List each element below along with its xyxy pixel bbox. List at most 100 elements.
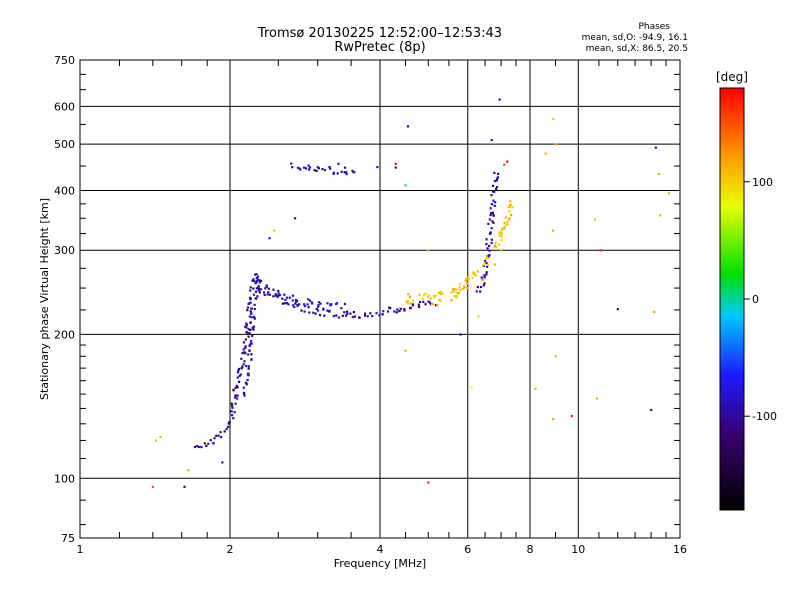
data-point xyxy=(487,255,490,258)
data-point xyxy=(326,302,329,305)
data-point xyxy=(504,216,508,219)
data-point xyxy=(492,214,495,217)
data-point xyxy=(369,312,372,315)
data-point xyxy=(485,257,488,260)
data-point xyxy=(500,231,503,234)
data-point xyxy=(393,310,396,313)
data-point xyxy=(475,290,478,293)
data-point xyxy=(219,431,222,434)
data-point xyxy=(491,211,494,214)
data-point xyxy=(482,263,485,267)
data-point xyxy=(488,232,492,235)
data-point xyxy=(554,355,557,358)
data-point xyxy=(254,273,257,276)
data-point xyxy=(296,166,300,169)
data-point xyxy=(483,259,487,263)
data-point xyxy=(253,317,256,320)
data-point xyxy=(490,238,493,241)
data-point xyxy=(552,229,555,232)
data-point xyxy=(450,291,453,294)
data-point xyxy=(250,307,254,310)
data-point xyxy=(480,276,483,279)
data-point xyxy=(493,204,496,207)
data-point xyxy=(252,293,256,296)
data-point xyxy=(332,314,335,318)
data-point xyxy=(217,434,220,437)
data-point xyxy=(498,231,502,234)
data-point xyxy=(212,442,215,445)
data-point xyxy=(285,296,289,299)
data-point xyxy=(315,169,318,172)
data-point xyxy=(491,184,495,187)
phase-stats-title: Phases xyxy=(638,22,670,32)
data-point xyxy=(249,289,252,292)
data-point xyxy=(500,228,504,231)
data-point xyxy=(330,303,333,306)
data-point xyxy=(255,281,258,284)
data-point xyxy=(496,172,500,175)
data-point xyxy=(243,351,246,354)
data-point xyxy=(232,417,235,420)
data-point xyxy=(326,309,329,312)
data-point xyxy=(498,232,501,235)
data-point xyxy=(489,213,492,217)
data-point xyxy=(259,279,263,283)
data-point xyxy=(248,331,251,335)
plot-frame xyxy=(79,59,681,539)
data-point xyxy=(274,294,277,297)
colorbar xyxy=(719,87,745,511)
data-point xyxy=(346,310,349,313)
data-points xyxy=(151,98,671,488)
data-point xyxy=(303,304,307,308)
data-point xyxy=(501,227,504,230)
data-point xyxy=(247,353,250,356)
data-point xyxy=(485,262,488,265)
data-point xyxy=(252,325,256,328)
data-point xyxy=(258,279,261,282)
data-point xyxy=(508,217,511,220)
data-point xyxy=(340,170,343,173)
data-point xyxy=(453,294,456,298)
data-point xyxy=(472,271,475,274)
axes: 1 2 4 6 8 10 16 75 100 200 300 400 500 600 750 xyxy=(54,54,687,556)
data-point xyxy=(251,334,254,338)
data-point xyxy=(251,326,254,329)
data-point xyxy=(351,315,354,319)
data-point xyxy=(472,273,475,276)
data-point xyxy=(318,313,322,317)
x-axis-label: Frequency [MHz] xyxy=(334,557,426,570)
data-point xyxy=(482,284,485,287)
data-point xyxy=(495,179,498,182)
data-point xyxy=(418,300,422,304)
data-point xyxy=(474,274,477,277)
data-point xyxy=(495,185,499,189)
data-point xyxy=(247,372,250,375)
data-point xyxy=(500,232,503,236)
data-point xyxy=(490,227,493,230)
data-point xyxy=(307,306,310,309)
data-point xyxy=(283,302,286,305)
data-point xyxy=(494,244,497,247)
data-point xyxy=(398,310,401,313)
data-point xyxy=(488,249,491,252)
data-point xyxy=(486,265,489,268)
data-point xyxy=(654,146,657,149)
data-point xyxy=(488,218,491,221)
data-point xyxy=(234,402,237,405)
data-point xyxy=(428,301,432,304)
data-point xyxy=(493,190,496,193)
colorbar-label: [deg] xyxy=(716,70,748,84)
x-tick-label: 4 xyxy=(377,543,384,556)
data-point xyxy=(265,285,268,288)
data-point xyxy=(276,295,279,298)
data-point xyxy=(317,167,321,170)
data-point xyxy=(252,278,255,281)
y-tick-label: 750 xyxy=(54,54,75,67)
data-point xyxy=(244,345,247,348)
data-point xyxy=(554,143,557,146)
data-point xyxy=(335,314,338,317)
data-point xyxy=(294,298,298,302)
data-point xyxy=(205,444,208,448)
data-point xyxy=(234,386,237,390)
data-point xyxy=(408,295,412,299)
